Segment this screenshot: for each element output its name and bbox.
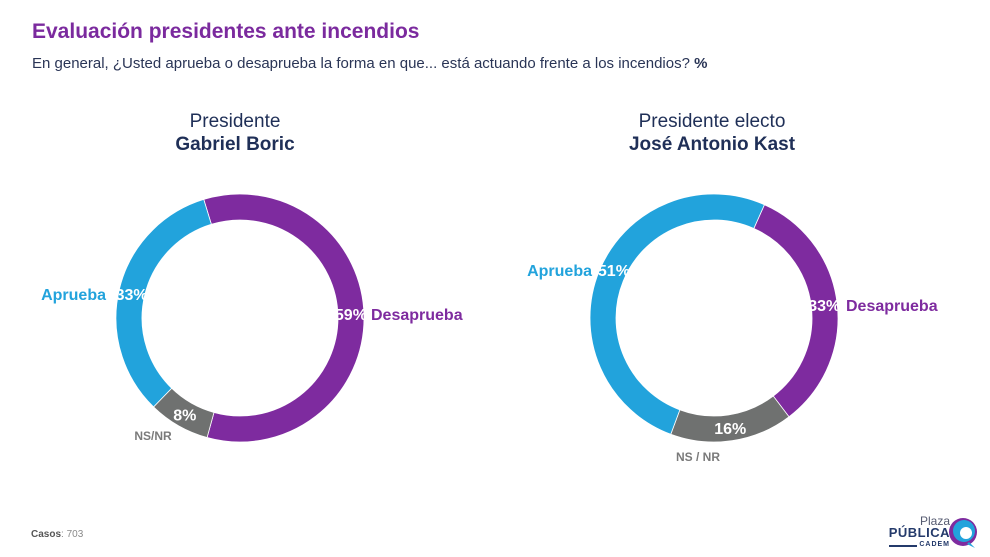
logo-divider bbox=[889, 545, 917, 547]
logo-line-1: Plaza bbox=[919, 514, 950, 528]
cases-label: Casos bbox=[31, 529, 62, 540]
chart-2-heading: Presidente electo José Antonio Kast bbox=[562, 111, 862, 156]
chart-title: Evaluación presidentes ante incendios bbox=[32, 20, 420, 43]
chart-1-category-label-desaprueba: Desaprueba bbox=[371, 307, 463, 324]
chart-2-category-label-ns: NS / NR bbox=[676, 450, 720, 464]
chart-1-name: Gabriel Boric bbox=[175, 134, 295, 155]
chart-1-heading: Presidente Gabriel Boric bbox=[85, 111, 385, 156]
chart-2-name: José Antonio Kast bbox=[628, 134, 796, 155]
logo-line-2: PÚBLICA bbox=[888, 525, 950, 540]
plaza-publica-logo: Plaza PÚBLICA CADEM bbox=[885, 512, 985, 552]
chart-2-value-label-aprueba: 51% bbox=[598, 263, 630, 280]
subtitle-question: En general, ¿Usted aprueba o desaprueba … bbox=[32, 55, 690, 72]
chart-1-category-label-ns: NS/NR bbox=[134, 429, 172, 443]
subtitle-unit: % bbox=[694, 55, 708, 72]
chart-2-category-label-desaprueba: Desaprueba bbox=[846, 298, 938, 315]
chart-1-role: Presidente bbox=[189, 111, 281, 132]
chart-1-value-label-aprueba: 33% bbox=[116, 287, 148, 304]
footer-cases: Casos: 703 bbox=[31, 529, 83, 540]
chart-subtitle: En general, ¿Usted aprueba o desaprueba … bbox=[32, 55, 707, 72]
chart-1-value-label-ns: 8% bbox=[173, 407, 196, 424]
logo-line-3: CADEM bbox=[919, 541, 950, 548]
speech-bubble-icon bbox=[949, 518, 977, 548]
cases-value: : 703 bbox=[61, 529, 84, 540]
chart-2-category-label-aprueba: Aprueba bbox=[527, 263, 592, 280]
chart-2-role: Presidente electo bbox=[638, 111, 786, 132]
chart-1-slice-desaprueba bbox=[203, 193, 365, 443]
chart-2-value-label-desaprueba: 33% bbox=[808, 298, 840, 315]
chart-1-value-label-desaprueba: 59% bbox=[335, 307, 367, 324]
chart-1-slice-aprueba bbox=[115, 198, 212, 408]
chart-2-slice-aprueba bbox=[589, 193, 765, 435]
chart-2-value-label-ns: 16% bbox=[714, 421, 746, 438]
chart-1-category-label-aprueba: Aprueba bbox=[41, 287, 106, 304]
